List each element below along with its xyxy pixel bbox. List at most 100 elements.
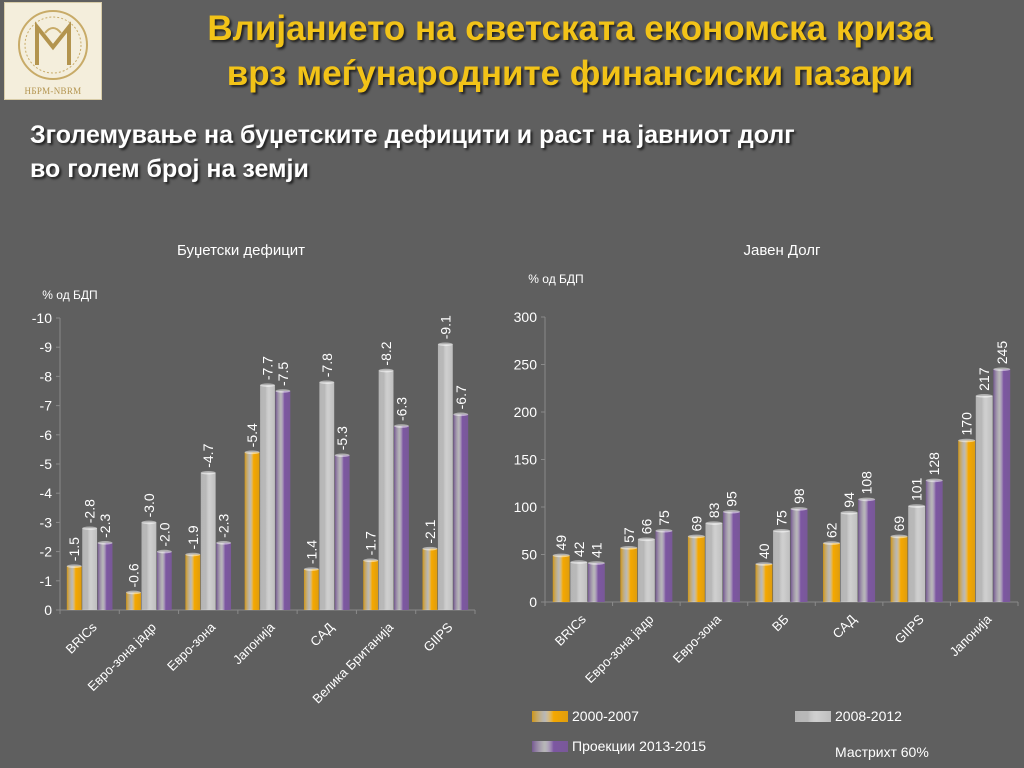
data-label: 66 <box>638 519 654 535</box>
bar-cap <box>587 561 605 565</box>
title-line-1: Влијанието на светската економска криза <box>207 9 933 48</box>
subtitle-line-2: во голем број на земји <box>30 155 309 183</box>
bar-series-1 <box>244 452 260 610</box>
bar-cap <box>570 560 588 564</box>
data-label: -7.8 <box>319 353 335 377</box>
bar-series-3 <box>925 480 943 602</box>
bar-cap <box>453 412 469 417</box>
bar-series-3 <box>723 511 740 602</box>
data-label: -9.1 <box>437 315 453 339</box>
chart-2: Јавен Долг % од БДП 0 50 100 150 200 250 300 49 42… <box>514 242 1019 687</box>
bar-series-2 <box>82 528 98 610</box>
data-label: -6.3 <box>393 397 409 421</box>
bar-series-2 <box>437 344 453 610</box>
bar-series-3 <box>587 563 605 602</box>
nbrm-seal-icon <box>18 10 88 80</box>
bar-series-1 <box>890 536 908 602</box>
logo-caption: НБРМ-NBRM <box>24 86 82 96</box>
bar-cap <box>275 389 291 393</box>
bar-cap <box>723 509 740 514</box>
bar-series-3 <box>394 426 409 610</box>
data-label: -0.6 <box>126 563 142 587</box>
bar-series-2 <box>975 395 993 602</box>
category-label: САД <box>307 619 337 649</box>
data-label: 101 <box>909 477 925 501</box>
data-label: 108 <box>859 471 875 495</box>
data-label: 83 <box>706 502 722 518</box>
bar-cap <box>993 367 1011 372</box>
y-tick-label: -10 <box>32 310 52 326</box>
category-label: GIIPS <box>892 611 927 646</box>
bar-cap <box>394 424 409 428</box>
data-label: -5.3 <box>334 426 350 450</box>
y-axis-label: % од БДП <box>42 288 97 302</box>
y-tick-label: 250 <box>514 357 538 373</box>
category-label: Евро-зона <box>164 619 219 674</box>
bar-cap <box>66 564 82 568</box>
bar-series-2 <box>773 530 790 602</box>
bar-cap <box>185 552 201 557</box>
data-label: -2.1 <box>422 519 438 543</box>
bar-cap <box>552 553 570 558</box>
y-tick-label: 300 <box>514 309 538 325</box>
subtitle-line-1: Зголемување на буџетските дефицити и рас… <box>30 121 795 149</box>
category-label: Евро-зона јадр <box>582 612 657 687</box>
data-label: 62 <box>824 522 840 538</box>
bar-series-2 <box>200 472 216 610</box>
data-label: -2.3 <box>216 514 232 538</box>
data-label: 75 <box>656 510 672 526</box>
bar-cap <box>620 546 638 550</box>
bar-series-3 <box>790 508 808 602</box>
data-label: 57 <box>621 527 637 543</box>
bar-series-3 <box>275 391 291 610</box>
bar-series-1 <box>620 547 638 602</box>
title-line-2: врз меѓународните финансиски пазари <box>226 54 914 93</box>
bar-cap <box>363 558 379 563</box>
y-tick-label: 0 <box>44 602 52 618</box>
y-tick-label: -4 <box>40 485 53 501</box>
bar-cap <box>925 478 943 483</box>
data-label: -2.0 <box>156 522 172 546</box>
bar-series-3 <box>156 551 172 610</box>
bar-series-1 <box>687 536 705 602</box>
data-label: -8.2 <box>378 341 394 365</box>
legend-note: Мастрихт 60% <box>835 744 929 760</box>
y-axis-label: % од БДП <box>528 272 583 286</box>
nbrm-logo: НБРМ-NBRM <box>4 2 102 100</box>
data-label: 170 <box>959 412 975 436</box>
bar-series-3 <box>993 369 1011 602</box>
category-label: САД <box>829 611 859 641</box>
category-label: Јапонија <box>230 619 278 667</box>
bar-cap <box>655 528 673 533</box>
category-label: BRICs <box>552 611 590 649</box>
bar-series-1 <box>552 555 570 602</box>
page-title: Влијанието на светската економска криза … <box>120 6 1020 96</box>
y-tick-label: -8 <box>40 368 53 384</box>
data-label: -1.5 <box>66 537 82 561</box>
legend-swatch-1 <box>532 711 568 722</box>
chart-legend: 2000-2007 2008-2012 Проекции 2013-2015 Маст… <box>532 708 929 760</box>
data-label: -7.5 <box>275 362 291 386</box>
bar-cap <box>840 510 858 515</box>
bar-cap <box>890 534 908 539</box>
data-label: -3.0 <box>141 493 157 517</box>
bar-cap <box>755 562 773 566</box>
bar-cap <box>156 549 172 554</box>
legend-label-3: Проекции 2013-2015 <box>572 738 706 754</box>
bar-series-1 <box>363 560 379 610</box>
data-label: -6.7 <box>453 385 469 409</box>
data-label: 41 <box>588 542 604 558</box>
bar-cap <box>378 368 394 373</box>
y-tick-label: -9 <box>40 339 53 355</box>
bar-series-1 <box>755 564 773 602</box>
category-label: Евро-зона <box>670 611 725 666</box>
y-tick-label: 100 <box>514 499 538 515</box>
y-tick-label: -7 <box>40 398 53 414</box>
bar-cap <box>823 541 840 545</box>
data-label: 42 <box>571 541 587 557</box>
page-subtitle: Зголемување на буџетските дефицити и рас… <box>30 118 1010 186</box>
legend-label-2: 2008-2012 <box>835 708 902 724</box>
data-label: 69 <box>688 516 704 532</box>
category-label: Јапонија <box>947 611 995 659</box>
bar-cap <box>958 438 976 443</box>
